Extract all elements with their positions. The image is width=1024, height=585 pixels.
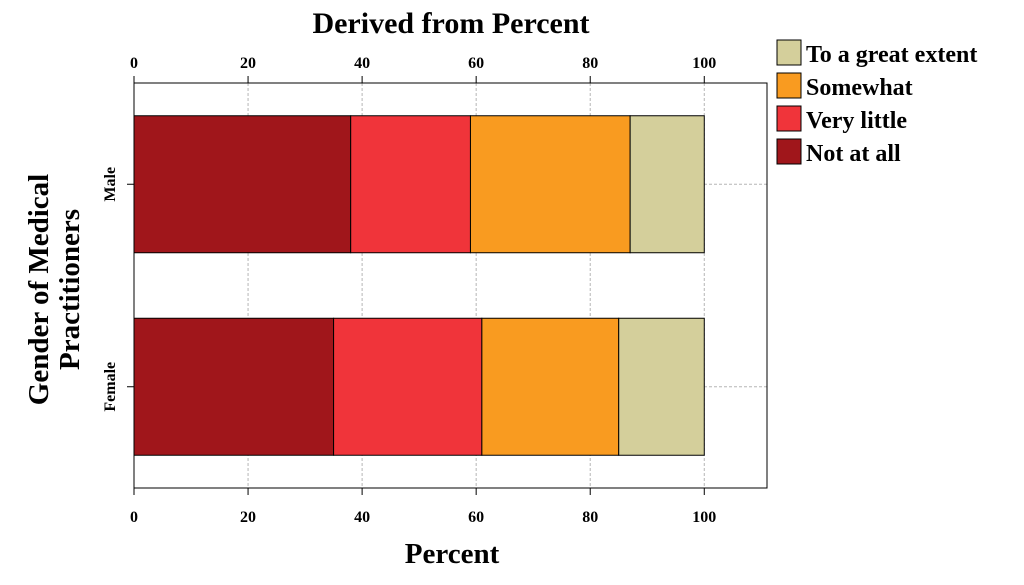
y-axis-title-line: Gender of Medical xyxy=(23,174,55,405)
x-tick-label-top: 20 xyxy=(240,55,256,72)
legend-label: To a great extent xyxy=(806,42,977,68)
bar-female-not-at-all xyxy=(133,317,335,456)
x-tick-label-bottom: 60 xyxy=(468,509,484,526)
y-axis-title: Gender of Medical Practitioners xyxy=(23,174,86,405)
bar-female-somewhat xyxy=(481,317,620,456)
bar-male-to-a-great-extent xyxy=(629,115,705,254)
legend-label: Somewhat xyxy=(806,75,913,101)
x-tick-label-bottom: 40 xyxy=(354,509,370,526)
bar-male-very-little xyxy=(350,115,471,254)
legend-swatch xyxy=(776,72,802,99)
bar-female-very-little xyxy=(333,317,483,456)
x-tick-label-top: 80 xyxy=(582,55,598,72)
x-tick-label-top: 100 xyxy=(692,55,716,72)
y-category-label: Male xyxy=(102,167,119,202)
bar-female-to-a-great-extent xyxy=(618,317,705,456)
legend-swatch xyxy=(776,39,802,66)
legend-swatch xyxy=(776,138,802,165)
bar-male-somewhat xyxy=(469,115,631,254)
y-axis-title-line: Practitioners xyxy=(54,209,86,370)
x-tick-label-bottom: 20 xyxy=(240,509,256,526)
bars-group xyxy=(133,115,705,456)
x-tick-label-bottom: 100 xyxy=(692,509,716,526)
x-tick-label-top: 40 xyxy=(354,55,370,72)
axes-group: 0 0 20 20 40 40 60 60 80 80 100 100 Male Female xyxy=(102,55,767,526)
x-tick-label-bottom: 0 xyxy=(130,509,138,526)
x-axis-title: Percent xyxy=(405,538,500,570)
x-tick-label-top: 0 xyxy=(130,55,138,72)
x-tick-label-top: 60 xyxy=(468,55,484,72)
bar-male-not-at-all xyxy=(133,115,352,254)
legend-swatch xyxy=(776,105,802,132)
legend-label: Not at all xyxy=(806,141,901,167)
y-category-label: Female xyxy=(102,362,119,412)
chart-title: Derived from Percent xyxy=(312,7,589,40)
legend: To a great extent Somewhat Very little Not … xyxy=(776,39,977,167)
legend-label: Very little xyxy=(806,108,907,134)
x-tick-label-bottom: 80 xyxy=(582,509,598,526)
